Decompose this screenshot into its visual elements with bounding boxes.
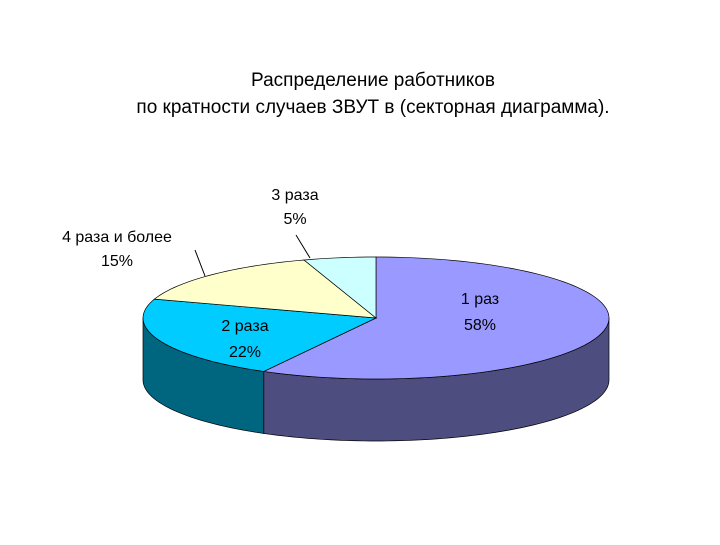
value-label: 15% (101, 253, 133, 270)
pie-slice (303, 256, 377, 319)
category-label: 2 раза (221, 318, 268, 335)
category-label: 4 раза и более (62, 229, 172, 246)
category-label: 1 раз (461, 291, 499, 308)
pie-labels: 1 раз 58% 2 раза 22% 4 раза и более 15% 3 раза… (62, 187, 499, 361)
leader-line (194, 249, 206, 277)
category-label: 3 раза (271, 187, 318, 204)
pie-slice (262, 256, 610, 380)
pie-slice (153, 259, 378, 319)
chart-title: Распределение работников (251, 70, 495, 91)
leader-line (295, 234, 311, 259)
value-label: 58% (464, 317, 496, 334)
value-label: 5% (283, 211, 306, 228)
pie-tops (142, 256, 610, 380)
pie-slice (142, 298, 378, 372)
chart-title: по кратности случаев ЗВУТ в (секторная д… (136, 97, 609, 118)
value-label: 22% (229, 344, 261, 361)
